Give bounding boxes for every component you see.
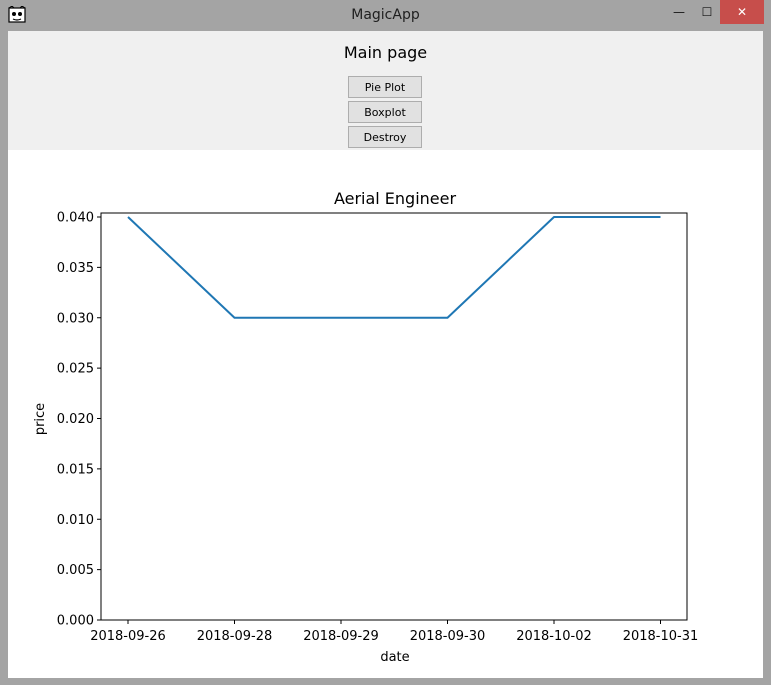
y-tick-label: 0.015 (57, 462, 94, 477)
chart-title: Aerial Engineer (334, 189, 457, 208)
chart-canvas: Aerial Engineer date price 0.000 0.005 0.0… (8, 150, 763, 678)
app-icon (8, 6, 26, 23)
window-title: MagicApp (351, 7, 420, 23)
boxplot-button[interactable]: Boxplot (348, 101, 422, 123)
close-icon: ✕ (736, 5, 748, 19)
minimize-button[interactable]: — (664, 0, 694, 24)
destroy-button[interactable]: Destroy (348, 126, 422, 148)
control-panel: Main page Pie Plot Boxplot Destroy (8, 31, 763, 150)
line-chart: Aerial Engineer date price 0.0000.0050.0… (33, 189, 699, 665)
price-series-line (127, 216, 661, 319)
y-tick-label: 0.005 (57, 563, 94, 578)
x-tick-label: 2018-09-29 (303, 629, 379, 644)
y-tick-label: 0.040 (57, 211, 94, 226)
x-tick-label: 2018-09-28 (197, 629, 273, 644)
pie-plot-button[interactable]: Pie Plot (348, 76, 422, 98)
minimize-icon: — (673, 5, 685, 19)
maximize-icon: ☐ (701, 5, 713, 19)
plot-area: 0.000 0.005 0.010 0.015 0.020 0.025 0.030 0.035… (57, 211, 699, 645)
x-tick-label: 2018-09-30 (410, 629, 486, 644)
y-tick-label: 0.000 (57, 614, 94, 629)
x-tick-label: 2018-10-02 (516, 629, 592, 644)
x-tick-label: 2018-09-26 (90, 629, 166, 644)
x-axis-label: date (380, 650, 409, 665)
x-tick-label: 2018-10-31 (623, 629, 699, 644)
page-title: Main page (343, 43, 428, 62)
y-tick-label: 0.025 (57, 362, 94, 377)
window-bottom-border (0, 678, 771, 685)
y-tick-label: 0.030 (57, 311, 94, 326)
y-tick-label: 0.010 (57, 513, 94, 528)
y-tick-label: 0.035 (57, 261, 94, 276)
y-axis-label: price (33, 403, 48, 435)
plot-frame (100, 212, 688, 621)
y-tick-label: 0.020 (57, 412, 94, 427)
client-area: Main page Pie Plot Boxplot Destroy Aeria… (8, 31, 763, 678)
close-button[interactable]: ✕ (720, 0, 764, 24)
maximize-button[interactable]: ☐ (694, 0, 720, 24)
title-bar[interactable]: MagicApp — ☐ ✕ (0, 0, 771, 31)
